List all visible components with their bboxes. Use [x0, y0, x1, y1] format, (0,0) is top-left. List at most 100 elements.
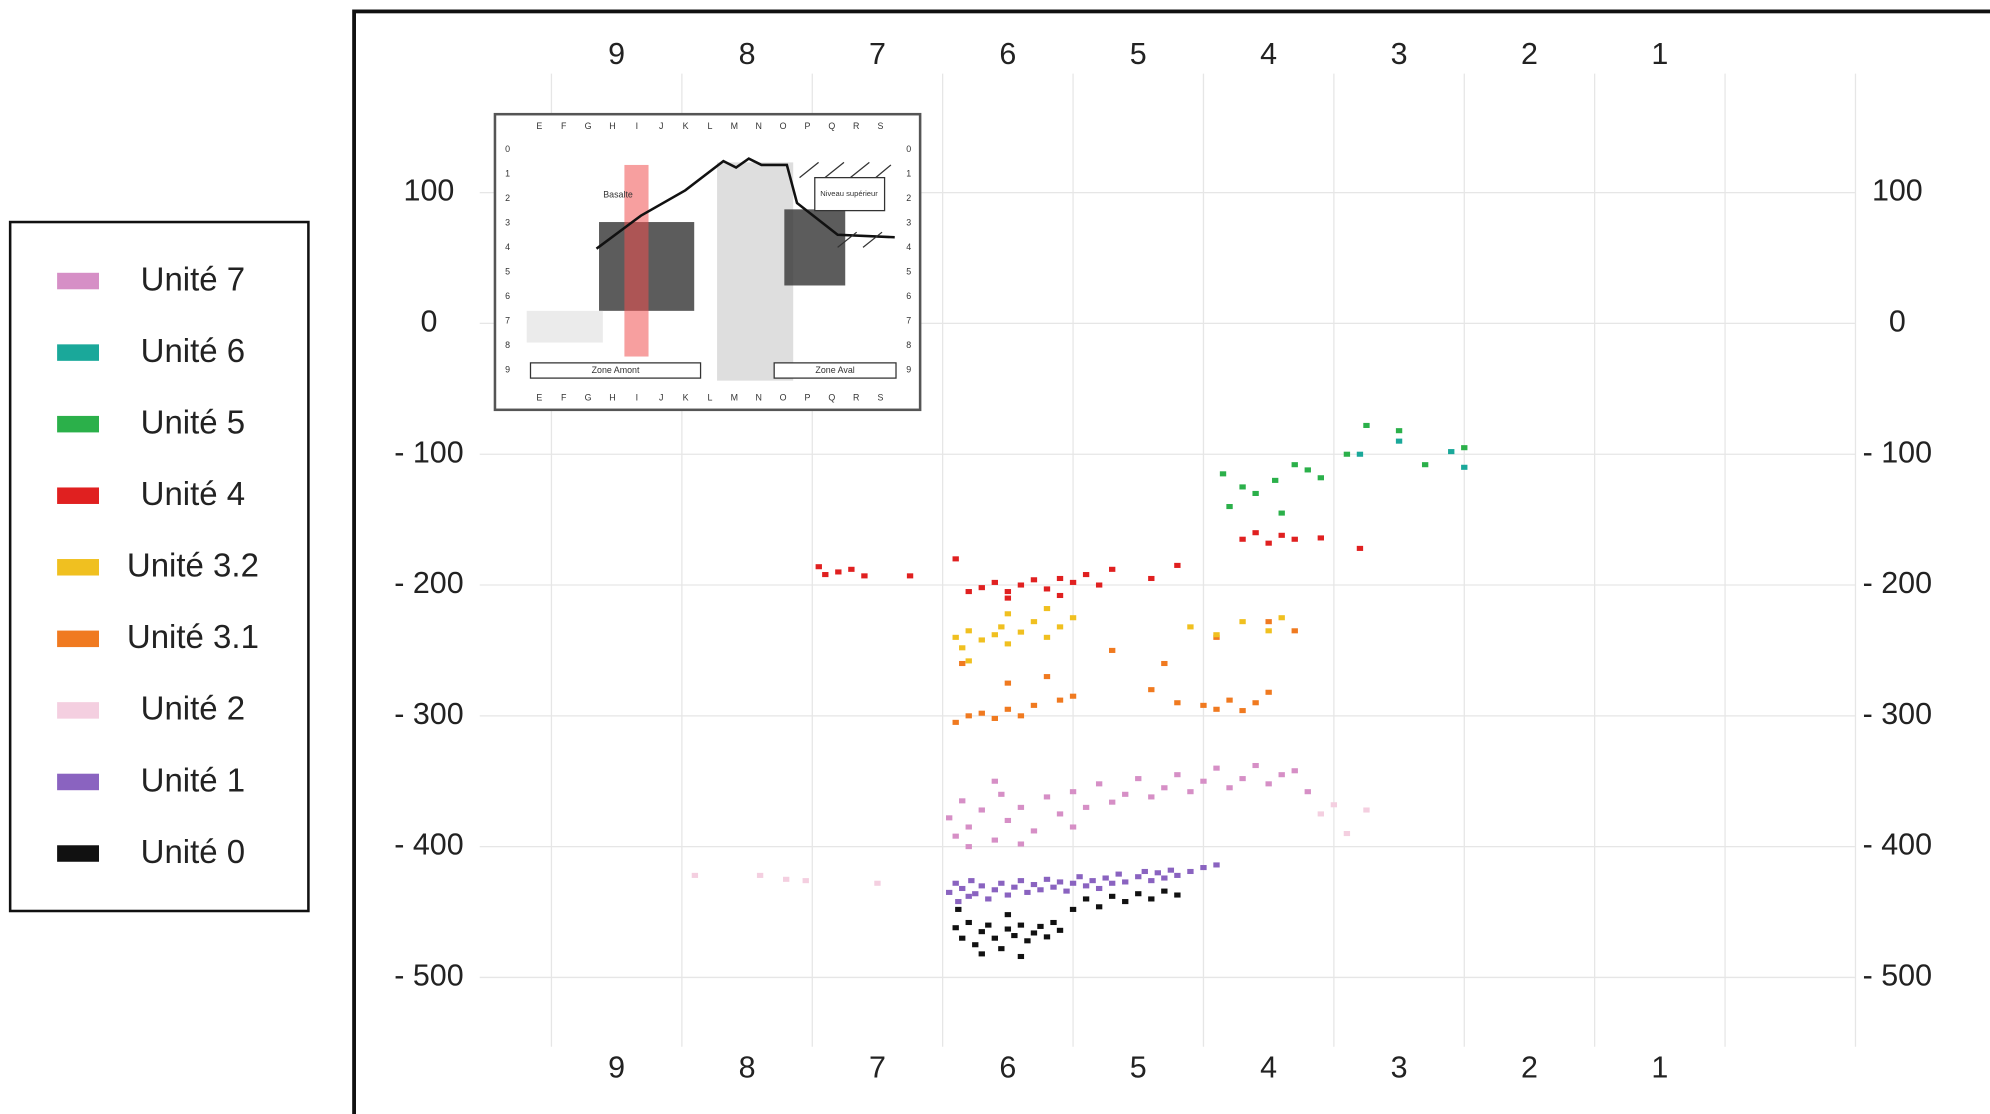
point — [1200, 702, 1207, 708]
inset-column-label: Q — [828, 121, 835, 131]
point — [1017, 922, 1025, 928]
legend-swatch — [57, 415, 99, 433]
point — [965, 628, 972, 634]
inset-row-label: 5 — [906, 267, 911, 277]
y-tick-label-right: 100 — [1872, 174, 1923, 208]
point — [1213, 862, 1220, 868]
point — [998, 880, 1005, 886]
point — [1122, 899, 1129, 905]
inset-column-label: F — [561, 121, 567, 131]
point — [978, 710, 985, 716]
point — [1317, 811, 1324, 817]
point — [1200, 778, 1207, 784]
x-tick-label-top: 9 — [608, 37, 625, 71]
point — [965, 919, 972, 926]
inset-label: Basalte — [603, 190, 633, 200]
point — [906, 573, 914, 579]
point — [1226, 785, 1233, 791]
inset-column-label: L — [707, 393, 712, 403]
inset-column-label: L — [707, 121, 712, 131]
inset-label-box — [529, 362, 702, 379]
point — [1109, 647, 1116, 653]
inset-row-label: 3 — [505, 218, 510, 228]
point — [1330, 802, 1338, 808]
point — [1043, 586, 1051, 592]
point — [1252, 762, 1259, 769]
point — [991, 715, 998, 721]
point — [965, 658, 972, 664]
point — [1004, 817, 1012, 824]
point — [1050, 919, 1057, 926]
point — [1161, 785, 1168, 791]
point — [783, 876, 790, 882]
point — [1102, 875, 1109, 881]
x-tick-label-top: 7 — [869, 37, 886, 71]
point — [1056, 624, 1064, 630]
point — [1174, 872, 1181, 878]
y-tick-label-left: - 500 — [394, 958, 463, 992]
point — [1278, 510, 1285, 516]
inset-column-label: O — [780, 121, 787, 131]
point — [1395, 428, 1403, 434]
point — [1148, 878, 1155, 884]
inset-row-label: 2 — [906, 193, 911, 203]
inset-label: Zone Aval — [815, 365, 854, 375]
point — [1154, 870, 1161, 876]
y-tick-label-left: - 100 — [394, 435, 463, 469]
point — [1122, 879, 1129, 885]
inset-column-label: I — [636, 121, 638, 131]
point — [1317, 475, 1324, 481]
inset-profile — [595, 157, 895, 250]
legend-label: Unité 1 — [141, 761, 246, 798]
point — [874, 880, 881, 886]
point — [965, 844, 972, 850]
point — [1043, 606, 1051, 612]
inset-label-box — [814, 176, 886, 212]
inset-row-label: 7 — [906, 315, 911, 325]
legend-label: Unité 3.2 — [127, 547, 259, 584]
inset-row-label: 6 — [906, 291, 911, 301]
point — [1448, 449, 1455, 455]
point — [959, 935, 966, 941]
point — [991, 632, 998, 638]
inset-column-label: M — [731, 393, 738, 403]
inset-cloud — [784, 209, 846, 286]
inset-column-label: G — [585, 121, 592, 131]
point — [998, 624, 1005, 630]
point — [1004, 641, 1012, 647]
point — [1056, 575, 1064, 582]
point — [1089, 878, 1096, 884]
point — [1037, 923, 1044, 929]
legend: Unité 7 Unité 6 Unité 5 Unité 4 Unité 3.2 Uni… — [57, 260, 259, 870]
inset-row-label: 1 — [906, 169, 911, 179]
point — [952, 634, 959, 640]
point — [1343, 831, 1351, 837]
point — [1213, 634, 1220, 640]
point — [1167, 867, 1175, 873]
point — [978, 807, 985, 813]
y-tick-label-left: - 300 — [394, 697, 463, 731]
point — [848, 566, 855, 572]
inset-column-label: S — [878, 121, 884, 131]
inset-row-label: 2 — [505, 193, 510, 203]
point — [959, 645, 966, 651]
inset-label: Niveau supérieur — [820, 189, 878, 198]
point — [1252, 700, 1259, 706]
point — [978, 883, 985, 889]
inset-label: Zone Amont — [592, 365, 640, 375]
x-tick-label-bottom: 1 — [1651, 1051, 1668, 1085]
point — [1030, 828, 1038, 834]
point — [1252, 490, 1259, 497]
point — [1461, 445, 1468, 451]
point — [1069, 824, 1077, 830]
point — [1252, 530, 1259, 536]
point — [1030, 930, 1038, 936]
point — [1141, 868, 1148, 875]
point — [1037, 887, 1044, 893]
point — [991, 837, 998, 843]
point — [822, 572, 829, 578]
y-tick-label-right: - 400 — [1863, 828, 1932, 862]
legend-label: Unité 5 — [141, 404, 246, 441]
inset-column-label: N — [755, 121, 761, 131]
point — [972, 942, 979, 948]
